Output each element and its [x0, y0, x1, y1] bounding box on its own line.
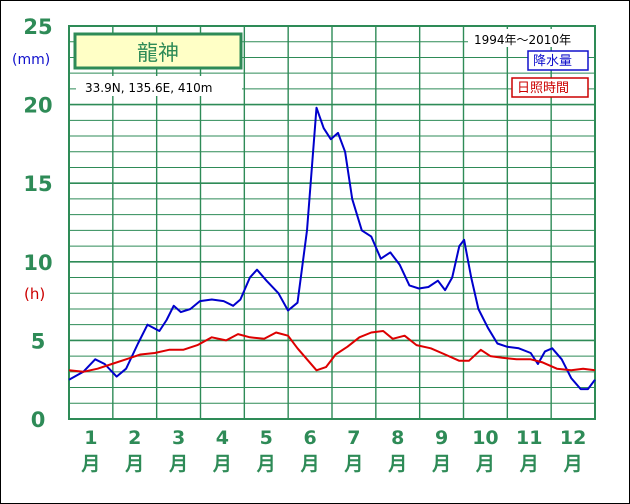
- precip-unit-label: (mm): [12, 52, 50, 68]
- sunshine-line: [68, 330, 596, 373]
- location-box: [76, 76, 242, 96]
- month-number-label: 2: [128, 427, 141, 449]
- month-number-label: 3: [172, 427, 185, 449]
- legend-precip-label: 降水量: [533, 54, 572, 69]
- month-kanji-label: 月: [256, 453, 276, 475]
- month-number-label: 12: [560, 427, 586, 449]
- legend-sun-box: [511, 77, 589, 98]
- month-kanji-label: 月: [124, 453, 144, 475]
- month-number-label: 6: [303, 427, 316, 449]
- y-tick-label: 15: [23, 172, 52, 196]
- y-tick-label: 10: [23, 251, 52, 275]
- month-kanji-label: 月: [519, 453, 539, 475]
- month-kanji-label: 月: [387, 453, 407, 475]
- month-number-label: 7: [347, 427, 360, 449]
- month-kanji-label: 月: [168, 453, 188, 475]
- title-box: [73, 32, 243, 70]
- y-tick-label: 0: [31, 408, 46, 432]
- month-kanji-label: 月: [563, 453, 583, 475]
- month-number-label: 10: [472, 427, 498, 449]
- month-number-label: 1: [84, 427, 97, 449]
- month-kanji-label: 月: [343, 453, 363, 475]
- y-axis-ticks: 0 5 10 15 20 25: [23, 15, 52, 432]
- period-box: [468, 29, 594, 47]
- month-kanji-label: 月: [212, 453, 232, 475]
- legend-sun-label: 日照時間: [517, 81, 569, 96]
- month-number-label: 9: [435, 427, 448, 449]
- y-tick-label: 25: [23, 15, 52, 39]
- x-axis-months: 1 月 2 月 3 月 4 月 5 月 6 月 7 月 8 月 9 月 10 月 11 月 12 月: [80, 427, 586, 475]
- month-kanji-label: 月: [80, 453, 100, 475]
- y-tick-label: 20: [23, 94, 52, 118]
- sun-unit-label: (h): [24, 285, 45, 303]
- month-kanji-label: 月: [431, 453, 451, 475]
- month-kanji-label: 月: [475, 453, 495, 475]
- month-kanji-label: 月: [300, 453, 320, 475]
- month-number-label: 8: [391, 427, 404, 449]
- station-location: 33.9N, 135.6E, 410m: [85, 81, 212, 95]
- precipitation-line: [68, 106, 596, 391]
- legend-precip-box: [527, 50, 589, 71]
- month-number-label: 11: [516, 427, 542, 449]
- month-number-label: 5: [260, 427, 273, 449]
- station-title: 龍神: [137, 41, 179, 65]
- period-label: 1994年～2010年: [474, 33, 571, 47]
- y-tick-label: 5: [31, 329, 46, 353]
- month-number-label: 4: [216, 427, 229, 449]
- series-lines: [68, 106, 596, 391]
